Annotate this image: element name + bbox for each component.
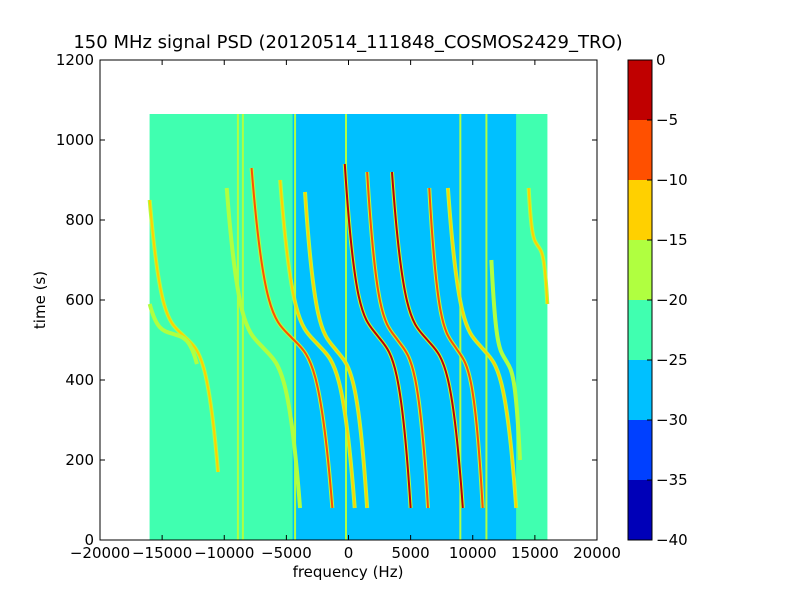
y-tick-label: 1000 [56, 131, 94, 149]
colorbar: 0 −5 −10 −15 −20 −25 −30 −35 −40 [627, 51, 688, 549]
colorbar-segment [628, 420, 652, 480]
heatmap-region [516, 114, 548, 540]
heatmap-doppler-trace [148, 303, 198, 365]
heatmap-doppler-trace [446, 187, 518, 509]
y-axis-label: time (s) [31, 271, 49, 329]
heatmap-doppler-trace [279, 179, 356, 509]
colorbar-segment [628, 300, 652, 360]
heatmap-doppler-trace [148, 199, 220, 473]
chart-title: 150 MHz signal PSD (20120514_111848_COSM… [73, 32, 622, 53]
x-tick-label: 20000 [573, 544, 621, 562]
x-axis-ticks: −20000 −15000 −10000 −5000 0 5000 10000 15000 20… [70, 60, 621, 562]
colorbar-segment [628, 360, 652, 420]
x-tick-label: 5000 [392, 544, 430, 562]
x-tick-label: −20000 [70, 544, 130, 562]
colorbar-tick-label: −35 [656, 471, 688, 489]
colorbar-tick-label: −20 [656, 291, 688, 309]
x-axis-label: frequency (Hz) [293, 563, 404, 581]
colorbar-tick-label: −25 [656, 351, 688, 369]
heatmap-doppler-trace [304, 191, 369, 509]
heatmap-doppler-trace [250, 167, 334, 509]
x-tick-label: −15000 [132, 544, 192, 562]
y-tick-label: 0 [84, 531, 94, 549]
y-axis-ticks: 0 200 400 600 800 1000 1200 [56, 51, 597, 549]
y-tick-label: 1200 [56, 51, 94, 69]
colorbar-segment [628, 120, 652, 180]
y-tick-label: 400 [65, 371, 94, 389]
heatmap-doppler-trace [428, 187, 484, 509]
colorbar-tick-label: −10 [656, 171, 688, 189]
heatmap-doppler-trace [527, 187, 549, 305]
heatmap-doppler-trace [390, 171, 464, 509]
heatmap-region [149, 114, 293, 540]
colorbar-tick-label: 0 [656, 51, 666, 69]
colorbar-segment [628, 240, 652, 300]
y-tick-label: 800 [65, 211, 94, 229]
x-tick-label: 15000 [511, 544, 559, 562]
heatmap [147, 114, 550, 540]
colorbar-tick-label: −15 [656, 231, 688, 249]
x-tick-label: −5000 [261, 544, 312, 562]
heatmap-doppler-trace [343, 163, 412, 509]
heatmap-doppler-trace [366, 171, 430, 509]
heatmap-region [348, 114, 517, 540]
x-tick-label: 0 [344, 544, 354, 562]
colorbar-segment [628, 60, 652, 120]
colorbar-tick-label: −5 [656, 111, 678, 129]
colorbar-tick-label: −30 [656, 411, 688, 429]
plot-area: −20000 −15000 −10000 −5000 0 5000 10000 15000 20… [56, 51, 621, 562]
colorbar-tick-label: −40 [656, 531, 688, 549]
heatmap-doppler-trace [225, 187, 302, 509]
y-tick-label: 200 [65, 451, 94, 469]
colorbar-segment [628, 480, 652, 540]
y-tick-label: 600 [65, 291, 94, 309]
colorbar-segment [628, 180, 652, 240]
x-tick-label: 10000 [449, 544, 497, 562]
x-tick-label: −10000 [194, 544, 254, 562]
heatmap-doppler-trace [490, 259, 521, 461]
